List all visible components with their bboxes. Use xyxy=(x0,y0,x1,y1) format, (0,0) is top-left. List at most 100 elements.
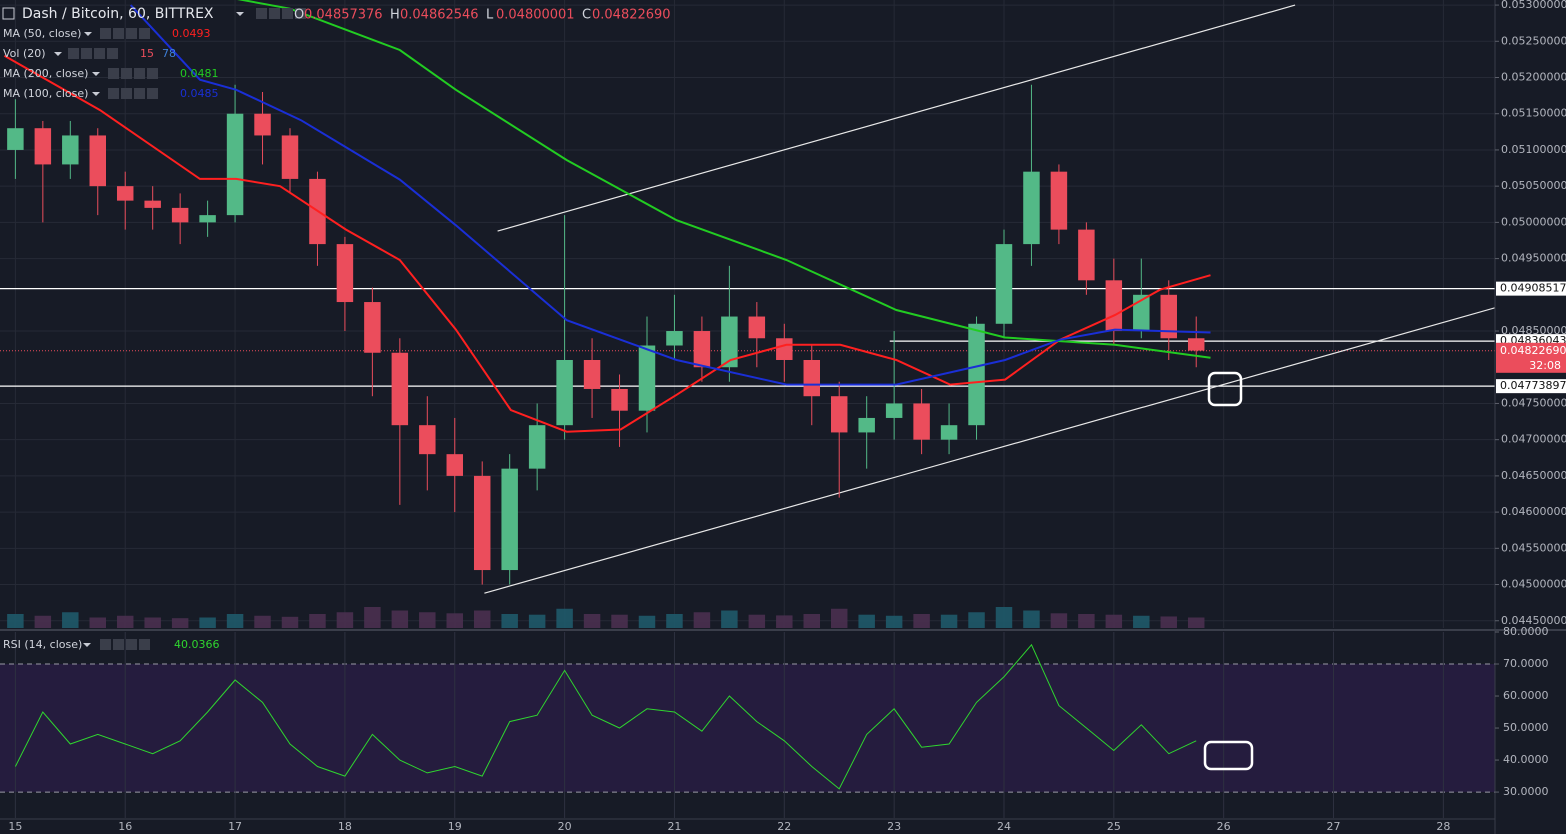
volume-bar xyxy=(666,614,683,628)
rsi-band xyxy=(0,664,1495,793)
legend-button[interactable] xyxy=(100,639,111,650)
dropdown-caret[interactable] xyxy=(92,72,100,76)
y-tick-label: 60.0000 xyxy=(1503,689,1549,702)
candle-body xyxy=(226,113,244,216)
legend-button[interactable] xyxy=(134,68,145,79)
y-tick-label: 70.0000 xyxy=(1503,657,1549,670)
x-tick-label: 21 xyxy=(667,820,681,833)
highlight-box xyxy=(1207,371,1243,407)
legend-button[interactable] xyxy=(94,48,105,59)
dropdown-caret[interactable] xyxy=(92,92,100,96)
y-tick-label: 40.0000 xyxy=(1503,753,1549,766)
candle-body xyxy=(1050,171,1068,230)
legend-button[interactable] xyxy=(107,48,118,59)
candle-body xyxy=(830,396,848,433)
volume-bar xyxy=(940,614,958,628)
volume-bar xyxy=(89,617,107,628)
countdown: 32:08 xyxy=(1529,359,1561,372)
volume-bar xyxy=(638,615,656,628)
volume-bar xyxy=(776,615,793,628)
legend-button[interactable] xyxy=(113,639,124,650)
candle-body xyxy=(556,359,573,426)
volume-bar xyxy=(364,607,381,628)
ohlc-value: 0.04822690 xyxy=(592,8,671,23)
volume-bar xyxy=(1105,614,1123,628)
volume-bar xyxy=(693,612,711,628)
highlight-box xyxy=(1203,740,1254,771)
legend-button[interactable] xyxy=(81,48,92,59)
volume-bar xyxy=(885,615,903,628)
dropdown-caret[interactable] xyxy=(236,12,244,16)
legend-button[interactable] xyxy=(295,8,306,19)
legend-button[interactable] xyxy=(108,88,119,99)
candle-body xyxy=(638,345,656,411)
x-tick-label: 25 xyxy=(1107,820,1121,833)
candle-body xyxy=(885,403,903,418)
legend-button[interactable] xyxy=(134,88,145,99)
ohlc-key: H xyxy=(390,8,400,23)
legend-button[interactable] xyxy=(139,28,150,39)
legend-button[interactable] xyxy=(282,8,293,19)
x-tick-label: 16 xyxy=(118,820,132,833)
current-price-label: 0.04822690 xyxy=(1500,344,1566,357)
legend-button[interactable] xyxy=(147,88,158,99)
x-tick-label: 26 xyxy=(1217,820,1231,833)
candle-body xyxy=(721,316,738,368)
moving-average xyxy=(129,4,1211,386)
volume-bar xyxy=(858,614,875,628)
candle-body xyxy=(693,331,711,368)
legend-button[interactable] xyxy=(147,68,158,79)
candle-body xyxy=(254,113,271,136)
dropdown-caret[interactable] xyxy=(84,32,92,36)
legend-button[interactable] xyxy=(269,8,280,19)
indicator-value: 0.0493 xyxy=(172,27,211,40)
volume-bar xyxy=(281,616,299,628)
y-tick-label: 0.05000000 xyxy=(1501,215,1566,228)
legend-button[interactable] xyxy=(126,28,137,39)
volume-bar xyxy=(171,618,189,628)
indicator-name: MA (50, close) xyxy=(3,27,81,40)
x-tick-label: 18 xyxy=(338,820,352,833)
collapse-icon[interactable] xyxy=(2,7,15,20)
level-price-label: 0.04908517 xyxy=(1500,282,1566,295)
y-tick-label: 0.05150000 xyxy=(1501,107,1566,120)
candle-body xyxy=(748,316,766,339)
volume-bar xyxy=(721,610,738,628)
current-price-box xyxy=(1496,342,1566,373)
dropdown-caret[interactable] xyxy=(54,52,62,56)
legend-button[interactable] xyxy=(121,68,132,79)
legend-button[interactable] xyxy=(100,28,111,39)
volume-bar xyxy=(7,614,24,628)
indicator-name: MA (100, close) xyxy=(3,87,88,100)
candle-body xyxy=(116,186,134,201)
legend-button[interactable] xyxy=(68,48,79,59)
legend-button[interactable] xyxy=(113,28,124,39)
legend-button[interactable] xyxy=(126,639,137,650)
volume-bar xyxy=(583,614,601,628)
candle-body xyxy=(171,207,189,223)
legend-button[interactable] xyxy=(256,8,267,19)
legend-button[interactable] xyxy=(108,68,119,79)
legend-button[interactable] xyxy=(121,88,132,99)
x-tick-label: 23 xyxy=(887,820,901,833)
volume-bar xyxy=(254,615,271,628)
y-tick-label: 0.04500000 xyxy=(1501,578,1566,591)
volume-bar xyxy=(803,614,820,628)
ohlc-key: O xyxy=(294,8,304,23)
x-tick-label: 22 xyxy=(777,820,791,833)
candle-body xyxy=(1023,171,1040,245)
volume-bar xyxy=(144,617,161,628)
x-tick-label: 17 xyxy=(228,820,242,833)
candle-body xyxy=(446,454,463,476)
candle-body xyxy=(1187,338,1205,351)
x-tick-label: 19 xyxy=(448,820,462,833)
volume-bar xyxy=(1160,616,1177,628)
indicator-value: 0.0485 xyxy=(180,87,219,100)
legend-button[interactable] xyxy=(139,639,150,650)
candle-body xyxy=(1078,229,1095,281)
candle-body xyxy=(62,135,79,165)
dropdown-caret[interactable] xyxy=(83,643,91,647)
x-tick-label: 24 xyxy=(997,820,1011,833)
candle-body xyxy=(666,331,683,346)
